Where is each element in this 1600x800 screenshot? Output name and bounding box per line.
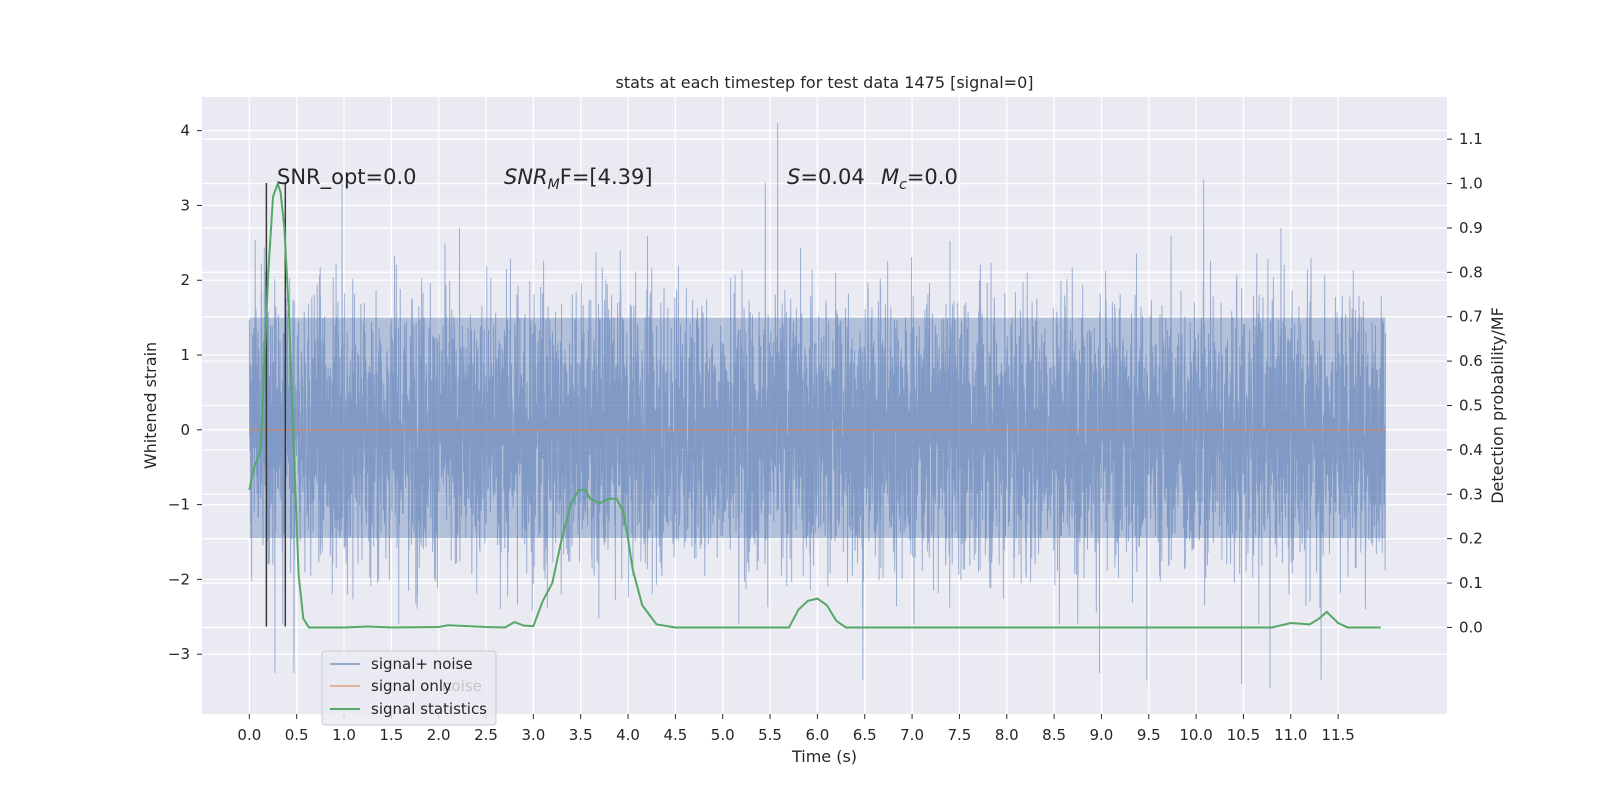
x-tick-label: 11.0 bbox=[1274, 726, 1307, 744]
x-tick-label: 10.5 bbox=[1227, 726, 1260, 744]
annotation-snr-mf-rest: F=[4.39] bbox=[560, 165, 653, 189]
annotation-snr-mf-sub: M bbox=[548, 177, 560, 193]
y-left-tick-label: −2 bbox=[168, 570, 190, 588]
annotation-snr-opt: SNR_opt=0.0 bbox=[277, 165, 417, 190]
chart-title: stats at each timestep for test data 147… bbox=[615, 73, 1033, 92]
series-signal-noise-line bbox=[248, 123, 1386, 688]
y-axis-label-right: Detection probability/MF bbox=[1488, 307, 1507, 504]
y-right-tick-label: 0.0 bbox=[1459, 618, 1483, 636]
annotation-s: S=0.04 bbox=[787, 165, 865, 189]
y-left-tick-label: 3 bbox=[180, 196, 190, 214]
y-right-tick-label: 0.3 bbox=[1459, 485, 1483, 503]
series-signal-statistics-line bbox=[248, 180, 1381, 629]
x-tick-label: 0.0 bbox=[237, 726, 261, 744]
x-tick-label: 1.0 bbox=[332, 726, 356, 744]
annotation-s-name: S bbox=[787, 165, 800, 189]
x-tick-label: 3.5 bbox=[569, 726, 593, 744]
y-right-tick-label: 0.1 bbox=[1459, 574, 1483, 592]
y-right-tick-label: 0.9 bbox=[1459, 219, 1483, 237]
y-right-tick-label: 0.6 bbox=[1459, 352, 1483, 370]
legend-label-signal-noise: signal+ noise bbox=[371, 655, 473, 673]
y-left-tick-label: 1 bbox=[180, 346, 190, 364]
x-tick-label: 6.5 bbox=[853, 726, 877, 744]
x-tick-label: 4.5 bbox=[663, 726, 687, 744]
stats-layer bbox=[248, 180, 1381, 629]
y-left-tick-label: 2 bbox=[180, 271, 190, 289]
x-tick-label: 9.0 bbox=[1090, 726, 1114, 744]
x-tick-label: 2.5 bbox=[474, 726, 498, 744]
y-left-tick-label: −3 bbox=[168, 645, 190, 663]
legend-ghost-label: noise bbox=[442, 677, 482, 695]
x-tick-label: 10.0 bbox=[1179, 726, 1212, 744]
y-right-tick-label: 0.5 bbox=[1459, 397, 1483, 415]
y-left-tick-label: 0 bbox=[180, 421, 190, 439]
y-left-tick-label: 4 bbox=[180, 122, 190, 140]
y-right-tick-label: 0.8 bbox=[1459, 263, 1483, 281]
x-axis-label: Time (s) bbox=[791, 747, 857, 766]
x-tick-label: 11.5 bbox=[1321, 726, 1354, 744]
series-signal-noise-core bbox=[249, 317, 1386, 539]
x-tick-label: 6.0 bbox=[805, 726, 829, 744]
annotation-snr-mf: SNRMF=[4.39] bbox=[504, 165, 653, 193]
x-tick-label: 1.5 bbox=[379, 726, 403, 744]
x-tick-label: 9.5 bbox=[1137, 726, 1161, 744]
legend-box bbox=[321, 650, 497, 726]
legend: signal+ noise noise signal only signal s… bbox=[321, 650, 497, 726]
x-tick-label: 0.5 bbox=[285, 726, 309, 744]
y-right-tick-label: 0.7 bbox=[1459, 308, 1483, 326]
y-right-tick-label: 0.4 bbox=[1459, 441, 1483, 459]
annotation-mc-name: M bbox=[881, 165, 899, 189]
legend-label-signal-statistics: signal statistics bbox=[371, 700, 487, 718]
x-tick-label: 7.5 bbox=[947, 726, 971, 744]
x-tick-label: 7.0 bbox=[900, 726, 924, 744]
x-tick-label: 8.5 bbox=[1042, 726, 1066, 744]
x-tick-label: 8.0 bbox=[995, 726, 1019, 744]
annotation-mc-value: =0.0 bbox=[907, 165, 958, 189]
x-tick-label: 2.0 bbox=[427, 726, 451, 744]
annotation-mc-sub: c bbox=[899, 177, 907, 193]
y-left-tick-label: −1 bbox=[168, 496, 190, 514]
annotation-snr-mf-name: SNR bbox=[504, 165, 548, 189]
y-right-tick-label: 1.0 bbox=[1459, 175, 1483, 193]
annotation-mc: Mc=0.0 bbox=[881, 165, 958, 193]
y-right-tick-label: 0.2 bbox=[1459, 530, 1483, 548]
x-tick-label: 5.5 bbox=[758, 726, 782, 744]
tick-layer: 0.0 0.5 1.0 1.5 2.0 2.5 3.0 3.5 4.0 4.5 5.0 5.5 6.0 6… bbox=[168, 122, 1483, 744]
x-tick-label: 3.0 bbox=[521, 726, 545, 744]
x-tick-label: 4.0 bbox=[616, 726, 640, 744]
x-tick-label: 5.0 bbox=[711, 726, 735, 744]
y-axis-label-left: Whitened strain bbox=[141, 342, 160, 469]
annotation-s-value: =0.04 bbox=[800, 165, 864, 189]
y-right-tick-label: 1.1 bbox=[1459, 130, 1483, 148]
noise-layer bbox=[248, 123, 1386, 688]
legend-label-signal-only: signal only bbox=[371, 677, 452, 695]
